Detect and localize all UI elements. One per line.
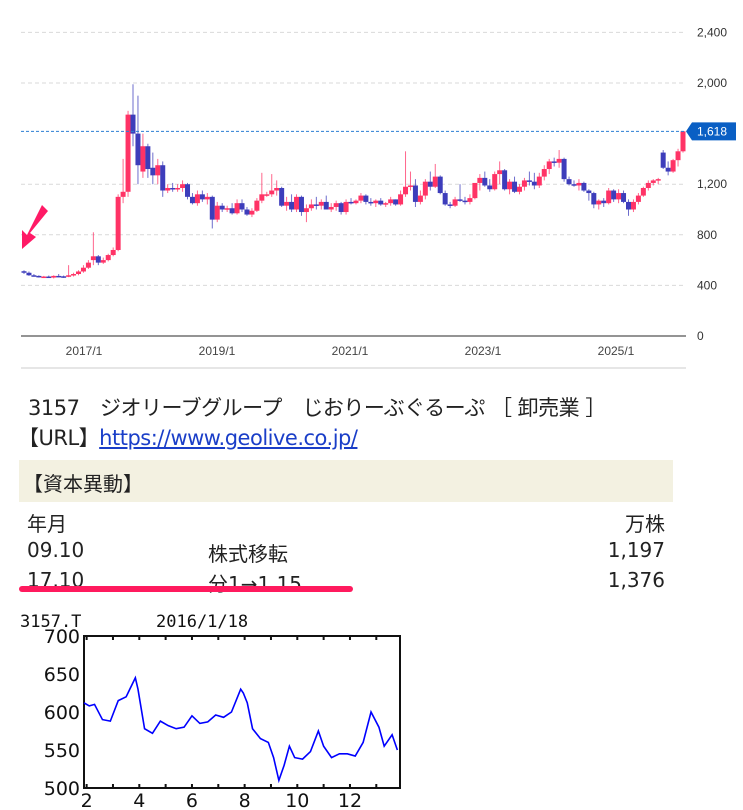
mini-x-label: 8 [239,790,251,810]
y-tick-label: 2,000 [697,76,727,90]
mini-x-label: 4 [133,790,145,810]
mini-y-label: 700 [44,626,80,648]
x-tick-label: 2017/1 [66,344,103,358]
url-line: 【URL】https://www.geolive.co.jp/ [18,422,358,452]
current-price-tag: 1,618 [686,122,736,141]
mini-x-label: 10 [285,790,309,810]
mini-line-chart: 3157.T 2016/1/18 700 650 600 550 500 2 4 6 8 10 1… [20,612,401,810]
table-row: 17.10 分1→1.15 1,376 [19,568,673,598]
row-shares: 1,376 [607,568,665,592]
y-tick-label: 1,200 [697,177,727,191]
x-tick-label: 2025/1 [598,344,635,358]
mini-y-label: 650 [44,664,80,686]
mini-y-label: 500 [44,778,80,800]
company-url-link[interactable]: https://www.geolive.co.jp/ [99,426,358,450]
mini-y-label: 550 [44,740,80,762]
candlestick-chart: 1,618 2,400 2,000 1,200 800 400 0 2017/1 2019/… [21,25,736,369]
row-shares: 1,197 [607,538,665,562]
row-event: 株式移転 [208,542,288,566]
x-tick-label: 2021/1 [332,344,369,358]
column-date: 年月 [27,512,67,536]
current-price-label: 1,618 [697,124,727,138]
mini-x-labels: 2 4 6 8 10 12 [81,790,362,810]
y-tick-label: 800 [697,228,717,242]
mini-x-label: 6 [186,790,198,810]
x-axis-labels: 2017/1 2019/1 2021/1 2023/1 2025/1 [66,344,635,358]
mini-tick-marks [85,636,378,788]
stock-title: 3157 ジオリーブグループ じおりーぶぐるーぷ ［ 卸売業 ］ [28,396,606,420]
mini-y-label: 600 [44,702,80,724]
table-row: 09.10 株式移転 1,197 [19,538,673,568]
y-axis-labels: 2,400 2,000 1,200 800 400 0 [697,25,727,343]
x-tick-label: 2023/1 [465,344,502,358]
mini-price-line [83,675,399,784]
mini-plot-frame [83,635,401,789]
mini-x-label: 12 [338,790,362,810]
column-shares: 万株 [625,512,665,536]
x-tick-label: 2019/1 [199,344,236,358]
highlight-underline [19,586,353,592]
chart-gridlines [21,31,686,286]
candles [21,84,686,279]
y-tick-label: 400 [697,278,717,292]
capital-changes-header: 【資本異動】 [19,460,673,502]
mini-ticker: 3157.T [20,612,81,632]
url-label: 【URL】 [18,426,100,450]
mini-x-label: 2 [81,790,93,810]
row-date: 09.10 [27,538,85,562]
y-tick-label: 2,400 [697,25,727,39]
row-event: 分1→1.15 [208,572,303,596]
mini-y-labels: 700 650 600 550 500 [44,626,80,800]
y-tick-label: 0 [697,329,704,343]
arrow-icon [22,205,48,249]
capital-changes-heading: 【資本異動】 [23,472,143,496]
capital-changes-columns: 年月 万株 [19,508,673,538]
mini-date: 2016/1/18 [156,612,248,632]
